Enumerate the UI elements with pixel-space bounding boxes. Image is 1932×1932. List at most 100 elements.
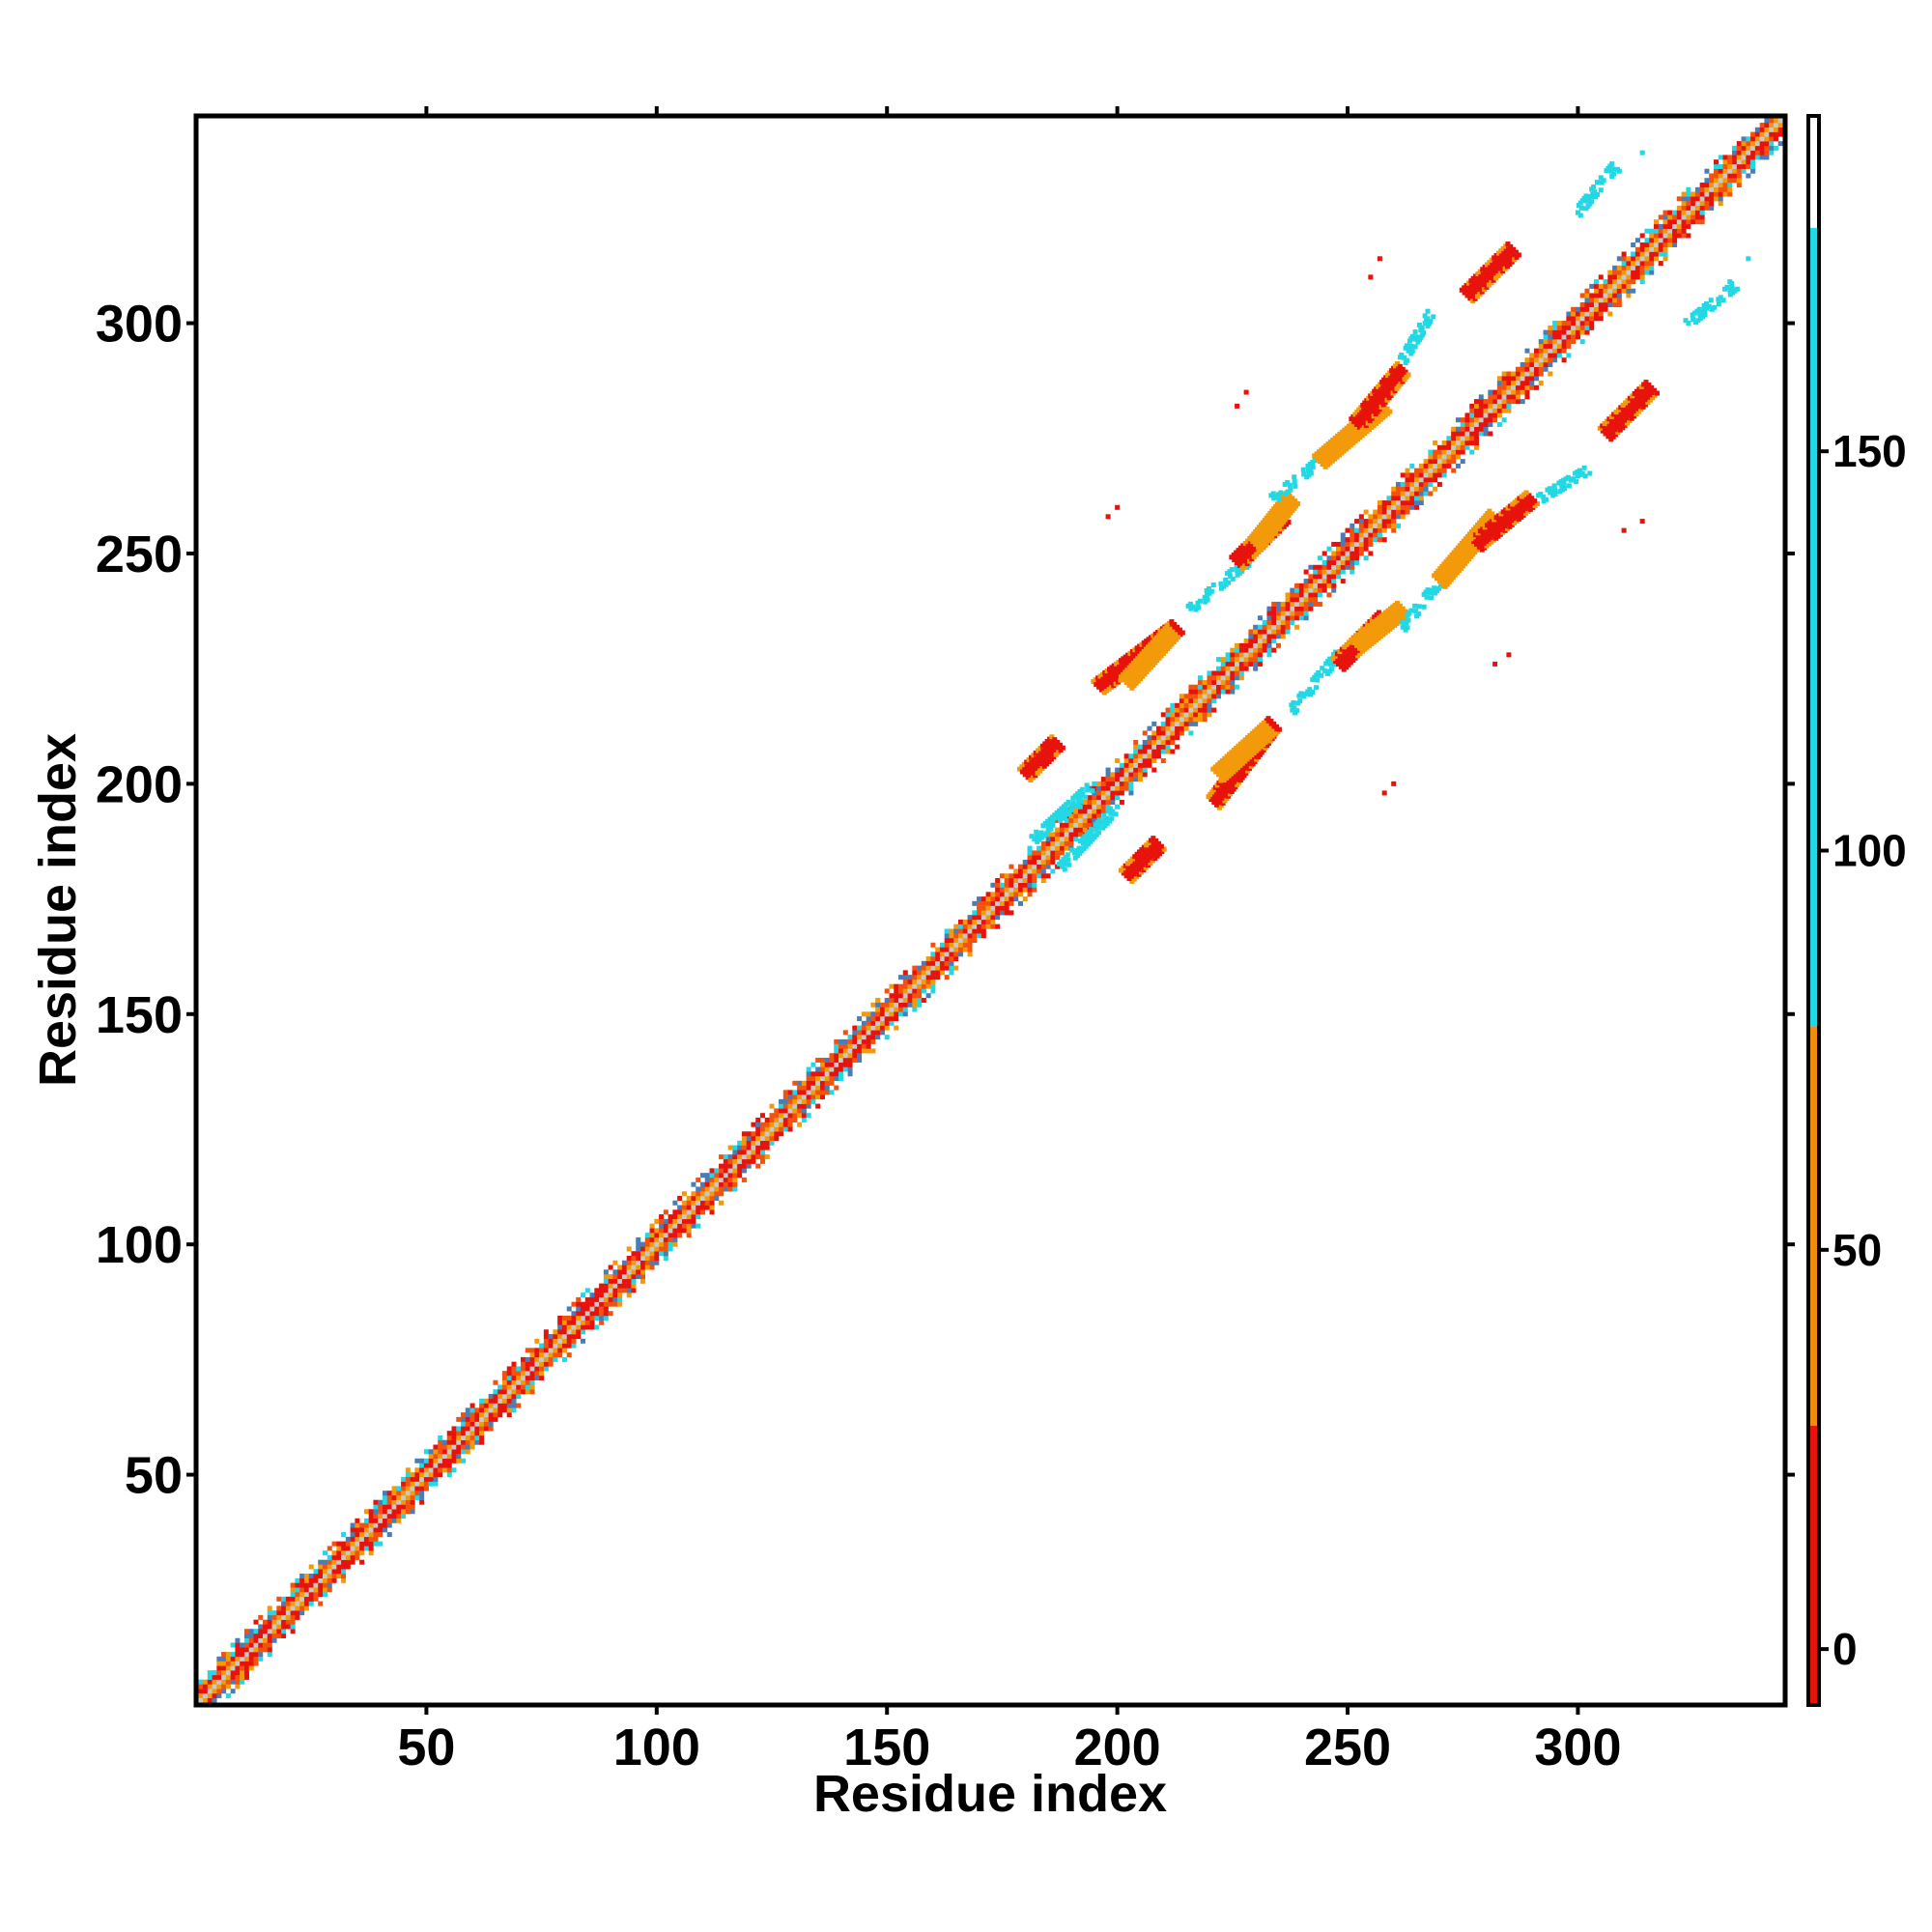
- contact-cell: [1662, 210, 1668, 215]
- contact-cell: [1308, 592, 1314, 598]
- contact-cell: [1313, 579, 1319, 584]
- contact-cell: [879, 1007, 885, 1012]
- contact-cell: [759, 1154, 765, 1160]
- contact-cell: [599, 1283, 605, 1289]
- contact-cell: [1092, 799, 1097, 805]
- contact-cell: [511, 1407, 517, 1413]
- contact-cell: [902, 979, 908, 984]
- diagonal-cell: [1566, 329, 1572, 335]
- contact-cell: [699, 1191, 705, 1197]
- contact-cell: [751, 1136, 756, 1142]
- contact-cell: [1151, 836, 1156, 841]
- contact-cell: [1142, 744, 1148, 750]
- diagonal-cell: [1676, 219, 1682, 225]
- contact-cell: [1538, 371, 1544, 377]
- contact-cell: [581, 1311, 586, 1317]
- contact-cell: [548, 1334, 554, 1340]
- contact-cell: [608, 1311, 613, 1317]
- contact-cell: [267, 1614, 272, 1620]
- contact-cell: [1315, 677, 1321, 683]
- contact-cell: [1644, 261, 1650, 267]
- contact-cell: [686, 1205, 692, 1210]
- contact-cell: [815, 1103, 821, 1109]
- contact-cell: [1320, 666, 1325, 671]
- contact-cell: [1501, 408, 1507, 413]
- contact-cell: [902, 988, 908, 994]
- contact-cell: [469, 1431, 475, 1436]
- diagonal-cell: [792, 1103, 798, 1109]
- contact-cell: [281, 1629, 287, 1634]
- contact-cell: [529, 1384, 535, 1390]
- contact-cell: [732, 1173, 738, 1179]
- contact-cell: [539, 1361, 545, 1367]
- contact-cell: [1274, 724, 1280, 729]
- contact-cell: [626, 1288, 632, 1293]
- contact-cell: [1266, 634, 1272, 639]
- contact-cell: [907, 979, 913, 984]
- contact-cell: [290, 1601, 296, 1606]
- contact-cell: [1409, 500, 1415, 506]
- contact-cell: [281, 1596, 287, 1602]
- contact-cell: [419, 1481, 425, 1487]
- contact-cell: [1754, 131, 1760, 137]
- contact-cell: [1405, 496, 1410, 501]
- contact-cell: [1068, 822, 1074, 828]
- contact-cell: [216, 1665, 222, 1671]
- contact-cell: [1119, 762, 1124, 768]
- contact-cell: [1653, 251, 1659, 257]
- contact-cell: [857, 1048, 863, 1054]
- contact-cell: [240, 1674, 245, 1680]
- diagonal-cell: [350, 1546, 355, 1551]
- contact-cell: [1055, 845, 1061, 851]
- contact-cell: [1220, 670, 1226, 676]
- contact-cell: [1686, 196, 1691, 202]
- diagonal-cell: [1699, 196, 1705, 202]
- contact-cell: [1672, 242, 1678, 248]
- contact-cell: [1566, 311, 1572, 317]
- diagonal-cell: [1538, 357, 1544, 363]
- diagonal-cell: [949, 947, 954, 952]
- contact-cell: [681, 1200, 687, 1206]
- contact-cell: [1064, 822, 1069, 828]
- contact-cell: [1027, 878, 1033, 884]
- contact-cell: [248, 1637, 254, 1643]
- contact-cell: [1764, 118, 1770, 124]
- diagonal-cell: [902, 993, 908, 999]
- diagonal-cell: [1612, 283, 1618, 289]
- contact-cell: [1474, 417, 1480, 423]
- contact-cell: [1441, 468, 1447, 473]
- contact-cell: [806, 1076, 811, 1082]
- contact-cell: [608, 1296, 613, 1302]
- contact-cell: [1676, 196, 1682, 202]
- contact-cell: [1634, 238, 1640, 243]
- contact-cell: [644, 1241, 650, 1247]
- contact-cell: [1478, 408, 1484, 413]
- contact-cell: [1667, 233, 1673, 239]
- contact-cell: [576, 1334, 582, 1340]
- contact-cell: [534, 1338, 540, 1344]
- contact-cell: [1207, 694, 1212, 699]
- contact-cell: [902, 1011, 908, 1017]
- contact-cell: [1464, 426, 1470, 432]
- diagonal-cell: [1451, 444, 1457, 450]
- diagonal-cell: [1188, 707, 1194, 713]
- diagonal-cell: [1326, 569, 1332, 575]
- contact-cell: [1616, 301, 1622, 307]
- contact-cell: [243, 1665, 249, 1671]
- contact-cell: [1055, 855, 1061, 861]
- diagonal-cell: [764, 1131, 770, 1137]
- contact-cell: [1202, 702, 1208, 708]
- diagonal-cell: [525, 1371, 530, 1377]
- contact-cell: [1732, 155, 1738, 160]
- contact-cell: [1552, 348, 1558, 354]
- contact-cell: [1598, 283, 1604, 289]
- contact-cell: [248, 1661, 254, 1666]
- contact-cell: [838, 1043, 844, 1049]
- diagonal-cell: [240, 1656, 245, 1662]
- contact-cell: [654, 1218, 660, 1224]
- contact-cell: [1603, 279, 1608, 285]
- contact-cell: [801, 1108, 807, 1114]
- contact-cell: [318, 1559, 324, 1565]
- diagonal-cell: [1105, 790, 1111, 796]
- contact-cell: [327, 1577, 332, 1583]
